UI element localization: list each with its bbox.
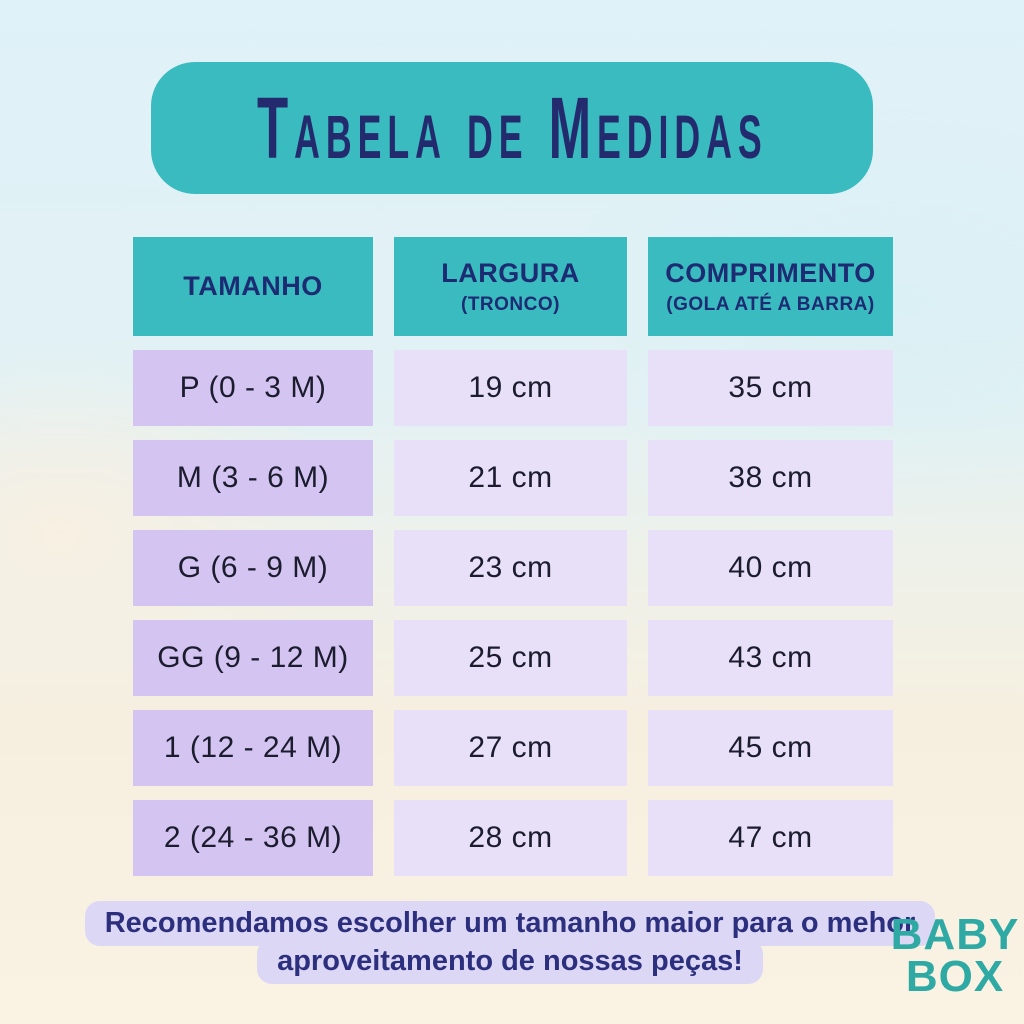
- length-cell: 43 cm: [648, 620, 893, 696]
- size-cell: M (3 - 6 M): [133, 440, 373, 516]
- page-title: Tabela de Medidas: [256, 79, 768, 177]
- note-line-1: Recomendamos escolher um tamanho maior p…: [84, 901, 936, 946]
- header-sublabel: (TRONCO): [461, 293, 560, 315]
- header-label: TAMANHO: [183, 271, 323, 301]
- length-cell: 45 cm: [648, 710, 893, 786]
- width-cell: 19 cm: [394, 350, 627, 426]
- recommendation-note: Recomendamos escolher um tamanho maior p…: [0, 901, 1020, 984]
- column-header-tamanho: TAMANHO: [133, 237, 373, 336]
- length-cell: 35 cm: [648, 350, 893, 426]
- size-table: TAMANHO LARGURA (TRONCO) COMPRIMENTO (GO…: [133, 237, 893, 876]
- width-cell: 21 cm: [394, 440, 627, 516]
- header-label: COMPRIMENTO: [665, 257, 876, 288]
- size-cell: G (6 - 9 M): [133, 530, 373, 606]
- column-header-comprimento: COMPRIMENTO (GOLA ATÉ A BARRA): [648, 237, 893, 336]
- size-cell: GG (9 - 12 M): [133, 620, 373, 696]
- width-cell: 25 cm: [394, 620, 627, 696]
- width-cell: 28 cm: [394, 800, 627, 876]
- brand-logo-line-2: BOX: [905, 951, 1005, 1001]
- title-banner: Tabela de Medidas: [151, 62, 873, 194]
- size-cell: P (0 - 3 M): [133, 350, 373, 426]
- size-cell: 2 (24 - 36 M): [133, 800, 373, 876]
- length-cell: 47 cm: [648, 800, 893, 876]
- width-cell: 23 cm: [394, 530, 627, 606]
- length-cell: 40 cm: [648, 530, 893, 606]
- brand-logo: BABY BOX: [888, 910, 1022, 1001]
- header-label: LARGURA: [441, 257, 580, 288]
- note-line-2: aproveitamento de nossas peças!: [257, 939, 763, 984]
- size-cell: 1 (12 - 24 M): [133, 710, 373, 786]
- header-sublabel: (GOLA ATÉ A BARRA): [666, 293, 875, 315]
- width-cell: 27 cm: [394, 710, 627, 786]
- brand-logo-line-1: BABY: [890, 910, 1020, 959]
- length-cell: 38 cm: [648, 440, 893, 516]
- column-header-largura: LARGURA (TRONCO): [394, 237, 627, 336]
